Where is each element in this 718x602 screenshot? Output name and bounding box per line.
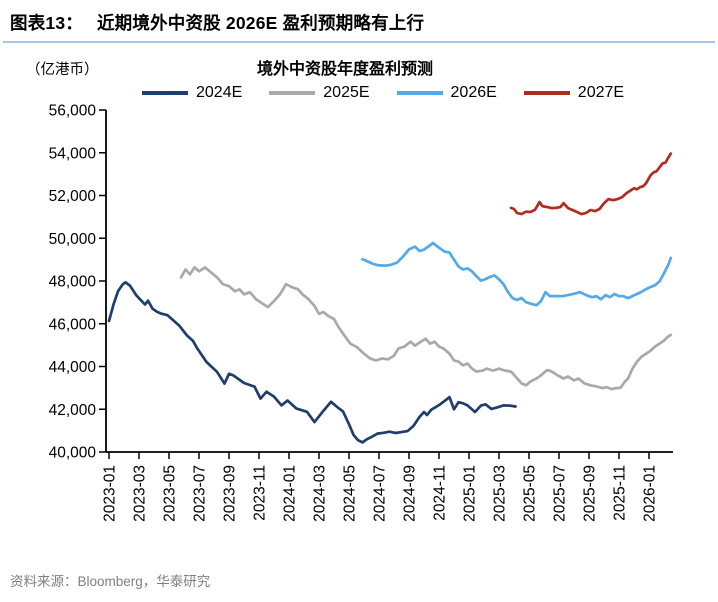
x-tick-label: 2023-11 xyxy=(252,465,269,521)
series-line-2026E xyxy=(361,241,673,307)
header-divider xyxy=(3,41,715,43)
x-tick-label: 2025-05 xyxy=(522,465,539,522)
figure-header: 图表13： 近期境外中资股 2026E 盈利预期略有上行 xyxy=(10,10,424,35)
x-tick-label: 2023-01 xyxy=(102,465,119,522)
series-line-2025E xyxy=(179,265,673,391)
y-tick-label: 48,000 xyxy=(49,274,97,291)
legend-label: 2027E xyxy=(577,84,625,101)
earnings-chart-svg: 56,000 54,000 52,000 50,000 48,000 46,000 44,0… xyxy=(49,103,673,522)
y-tick-label: 44,000 xyxy=(49,359,97,376)
x-tick-label: 2023-03 xyxy=(132,465,149,522)
x-tick-label: 2023-07 xyxy=(192,465,209,522)
x-tick-label: 2023-05 xyxy=(162,465,179,522)
legend-label: 2025E xyxy=(323,84,370,101)
x-tick-label: 2024-07 xyxy=(372,465,389,522)
x-tick-label: 2025-11 xyxy=(612,465,629,521)
figure-title: 近期境外中资股 2026E 盈利预期略有上行 xyxy=(96,13,425,33)
chart-title: 境外中资股年度盈利预测 xyxy=(256,61,433,78)
legend-label: 2026E xyxy=(450,84,497,101)
legend-line-swatch xyxy=(142,91,188,95)
series-line-2024E xyxy=(107,280,517,444)
y-tick-label: 52,000 xyxy=(49,188,97,205)
y-axis-unit-label: （亿港币） xyxy=(26,62,99,78)
y-tick-label: 42,000 xyxy=(49,402,97,419)
chart-legend: 2024E 2025E 2026E 2027E xyxy=(142,84,624,102)
x-tick-label: 2025-09 xyxy=(582,465,599,522)
legend-line-swatch xyxy=(523,91,570,95)
x-tick-label: 2024-03 xyxy=(312,465,329,522)
legend-item-2027E: 2027E xyxy=(523,84,625,102)
figure-number: 图表13： xyxy=(10,13,83,33)
y-tick-label: 56,000 xyxy=(49,103,97,120)
x-tick-label: 2025-07 xyxy=(552,465,569,522)
x-tick-label: 2023-09 xyxy=(222,465,239,522)
x-tick-label: 2026-01 xyxy=(642,465,659,522)
y-tick-label: 40,000 xyxy=(49,445,97,462)
y-tick-label: 50,000 xyxy=(49,231,97,248)
legend-item-2025E: 2025E xyxy=(269,84,370,102)
x-tick-label: 2025-03 xyxy=(492,465,509,522)
y-tick-label: 46,000 xyxy=(49,316,97,333)
legend-line-swatch xyxy=(396,91,443,95)
x-tick-label: 2024-05 xyxy=(342,465,359,522)
legend-item-2024E: 2024E xyxy=(142,84,242,102)
legend-item-2026E: 2026E xyxy=(396,84,497,102)
x-tick-label: 2025-01 xyxy=(462,465,479,522)
series-line-2027E xyxy=(509,152,673,216)
x-tick-label: 2024-01 xyxy=(282,465,299,522)
x-tick-label: 2024-09 xyxy=(402,465,419,522)
y-tick-label: 54,000 xyxy=(49,145,97,162)
legend-line-swatch xyxy=(269,91,316,95)
legend-label: 2024E xyxy=(196,84,243,101)
source-note: 资料来源：Bloomberg，华泰研究 xyxy=(10,574,211,589)
x-tick-label: 2024-11 xyxy=(432,465,449,521)
